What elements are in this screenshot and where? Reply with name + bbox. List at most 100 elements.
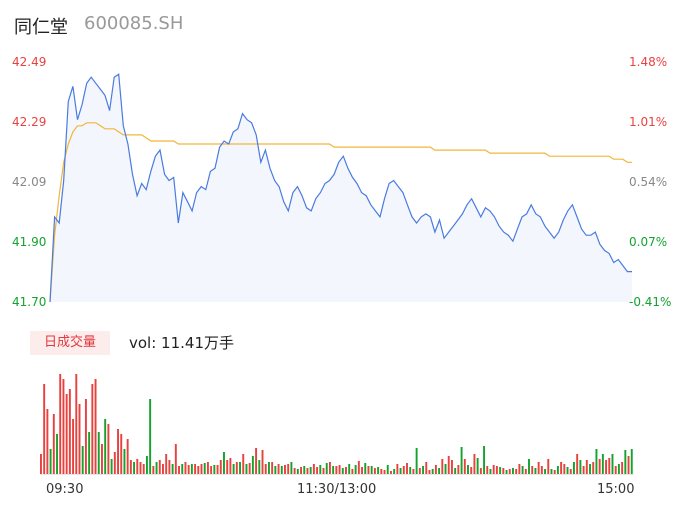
volume-bar	[396, 464, 399, 474]
volume-bar	[174, 444, 177, 474]
volume-bar	[242, 454, 245, 474]
volume-bar	[72, 419, 75, 474]
price-tick: 41.70	[12, 295, 47, 309]
volume-bar	[181, 464, 184, 474]
volume-bar	[133, 462, 136, 474]
volume-bar	[65, 394, 68, 474]
volume-bar	[540, 466, 543, 474]
volume-bar	[190, 464, 193, 474]
volume-bar	[123, 449, 126, 474]
volume-bar	[422, 466, 425, 474]
volume-bar	[155, 462, 158, 474]
volume-bar	[528, 459, 530, 474]
volume-bar	[563, 464, 566, 474]
volume-bar	[589, 464, 591, 474]
volume-bar	[158, 460, 161, 474]
volume-bar	[104, 419, 107, 474]
volume-bar	[165, 454, 168, 474]
volume-bar	[251, 456, 254, 474]
volume-bar	[406, 463, 408, 474]
volume-bar	[556, 466, 559, 474]
volume-bar	[335, 466, 338, 474]
volume-bar	[614, 466, 617, 474]
volume-bar	[364, 463, 367, 474]
volume-bar	[595, 449, 598, 474]
volume-bar	[84, 399, 87, 474]
price-line	[49, 73, 632, 303]
volume-bar	[425, 462, 428, 474]
volume-bar	[489, 469, 492, 474]
volume-bar	[611, 454, 614, 474]
volume-bar	[377, 467, 380, 474]
volume-bar	[495, 466, 498, 474]
volume-bar	[592, 462, 595, 474]
volume-bar	[418, 468, 421, 474]
volume-bar	[328, 462, 331, 474]
volume-bar	[569, 469, 572, 474]
volume-bar	[59, 374, 62, 474]
volume-bar	[582, 466, 585, 474]
volume-bar	[531, 466, 534, 474]
volume-bar	[560, 462, 563, 474]
stock-name: 同仁堂	[14, 17, 68, 38]
volume-bar	[219, 460, 222, 474]
volume-bar	[483, 446, 486, 474]
volume-bar	[49, 449, 52, 474]
volume-bar	[598, 459, 601, 474]
price-tick: 42.09	[12, 175, 47, 189]
volume-bar	[537, 462, 540, 474]
volume-bar	[162, 464, 164, 474]
volume-bar	[338, 465, 341, 474]
volume-bar	[380, 469, 383, 474]
volume-bar	[444, 464, 447, 474]
volume-readout: vol: 11.41万手	[129, 334, 234, 352]
volume-bar	[206, 462, 209, 474]
volume-bar	[235, 462, 238, 474]
volume-bar	[521, 466, 524, 474]
volume-bar	[120, 434, 123, 474]
volume-bar	[136, 459, 139, 474]
volume-bar	[287, 464, 290, 474]
volume-bar	[412, 469, 415, 474]
volume-bar	[415, 448, 418, 474]
volume-bar	[149, 399, 152, 474]
volume-bar	[152, 466, 155, 474]
x-tick-close: 15:00	[597, 482, 635, 497]
volume-bar	[248, 463, 251, 474]
volume-bar	[94, 379, 97, 474]
volume-bar	[486, 466, 489, 474]
volume-bar	[62, 379, 65, 474]
volume-bar	[88, 432, 91, 474]
volume-tab[interactable]: 日成交量	[30, 331, 110, 355]
volume-bar	[277, 464, 280, 474]
volume-bar	[450, 460, 453, 474]
volume-bar	[601, 454, 604, 474]
volume-bar	[357, 461, 360, 474]
volume-bar	[399, 468, 402, 474]
volume-bar	[52, 414, 55, 474]
price-tick: 41.90	[12, 235, 47, 249]
volume-bar	[194, 464, 197, 474]
volume-bar	[383, 470, 386, 474]
volume-bar	[113, 452, 116, 474]
volume-bar	[463, 459, 466, 474]
volume-bar	[499, 467, 502, 474]
volume-bar	[393, 469, 396, 474]
volume-bar	[293, 468, 296, 474]
volume-bar	[492, 465, 495, 474]
volume-bar	[258, 460, 261, 474]
pct-tick: -0.41%	[629, 295, 672, 309]
volume-bar	[386, 465, 389, 474]
volume-bar	[306, 468, 309, 474]
volume-bar	[223, 452, 225, 474]
volume-bar	[566, 467, 569, 474]
volume-bar	[454, 468, 457, 474]
price-tick: 42.29	[12, 115, 47, 129]
x-tick-open: 09:30	[46, 482, 84, 497]
volume-bar	[213, 465, 216, 474]
volume-bar	[78, 404, 81, 474]
volume-bar	[524, 469, 527, 474]
volume-bar	[226, 460, 229, 474]
volume-bar	[203, 463, 206, 474]
